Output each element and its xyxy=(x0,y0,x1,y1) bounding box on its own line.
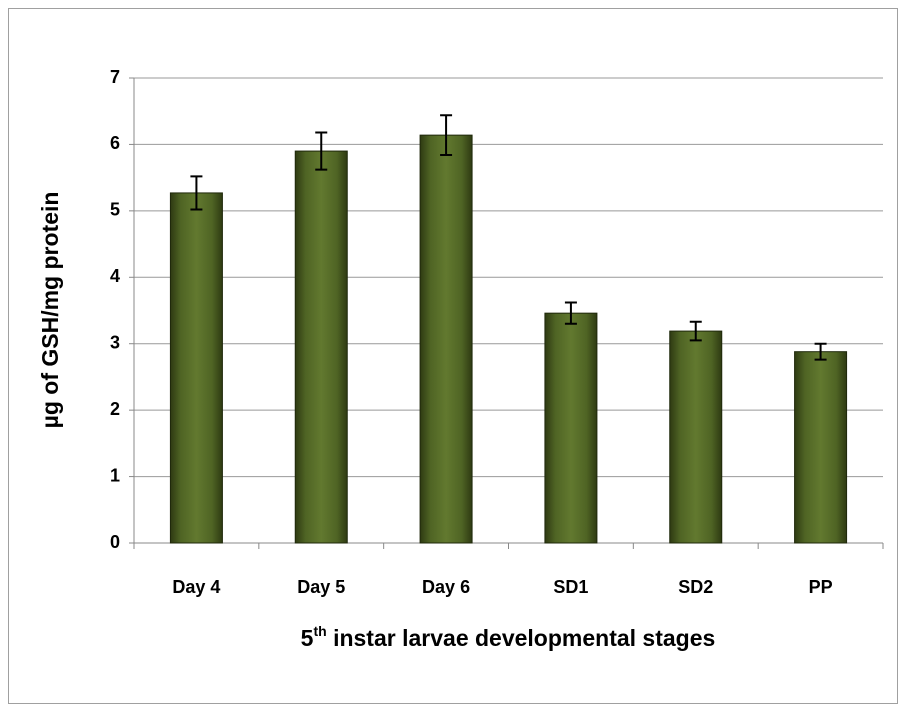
x-tick-label: Day 5 xyxy=(297,577,345,597)
bar xyxy=(169,192,223,544)
x-label-text: instar larvae developmental stages xyxy=(327,625,716,651)
y-tick-label: 7 xyxy=(110,67,120,87)
bar xyxy=(544,312,598,544)
x-tick-label: PP xyxy=(809,577,833,597)
error-bar xyxy=(689,320,702,342)
error-bar xyxy=(315,131,328,171)
y-tick-label: 1 xyxy=(110,465,120,485)
x-tick-label: Day 4 xyxy=(172,577,220,597)
bar xyxy=(669,330,723,544)
x-tick-label: Day 6 xyxy=(422,577,470,597)
y-tick-label: 3 xyxy=(110,332,120,352)
error-bar xyxy=(564,301,577,325)
error-bar xyxy=(814,342,827,361)
y-tick-label: 2 xyxy=(110,399,120,419)
x-label-superscript: th xyxy=(313,623,326,639)
bar xyxy=(419,134,473,544)
bar xyxy=(794,351,848,544)
error-bar xyxy=(190,175,203,211)
y-axis-label: µg of GSH/mg protein xyxy=(37,192,63,429)
x-tick-label: SD2 xyxy=(678,577,713,597)
bar xyxy=(294,150,348,544)
x-tick-label: SD1 xyxy=(553,577,588,597)
x-label-number: 5 xyxy=(301,625,314,651)
y-tick-label: 4 xyxy=(110,266,120,286)
y-tick-label: 6 xyxy=(110,133,120,153)
plot-area: 0 1 2 3 4 5 6 7 Day 4 Day 5 Day 6 SD1 SD2 PP xyxy=(110,67,884,597)
error-bar xyxy=(440,114,453,157)
y-tick-label: 5 xyxy=(110,200,120,220)
y-tick-label: 0 xyxy=(110,532,120,552)
x-axis-label: 5th instar larvae developmental stages xyxy=(301,623,716,651)
